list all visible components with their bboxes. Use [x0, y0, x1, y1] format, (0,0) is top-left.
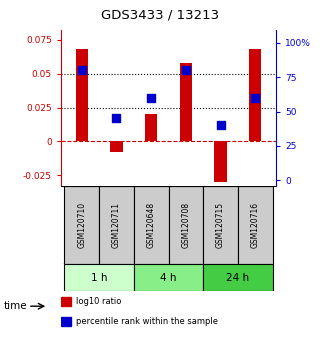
Bar — [145, 114, 157, 142]
Text: GSM120710: GSM120710 — [77, 202, 86, 249]
Text: GSM120648: GSM120648 — [147, 202, 156, 249]
Text: percentile rank within the sample: percentile rank within the sample — [76, 317, 218, 326]
Text: GSM120715: GSM120715 — [216, 202, 225, 249]
Bar — [203, 264, 273, 291]
Point — [79, 68, 84, 73]
Point — [218, 122, 223, 128]
Bar — [249, 49, 261, 142]
Bar — [65, 186, 99, 264]
Bar — [169, 186, 203, 264]
Text: 1 h: 1 h — [91, 273, 108, 283]
Text: GSM120716: GSM120716 — [251, 202, 260, 249]
Text: time: time — [3, 301, 27, 311]
Bar — [61, 297, 71, 306]
Bar — [214, 142, 227, 182]
Bar — [134, 186, 169, 264]
Text: log10 ratio: log10 ratio — [76, 297, 121, 306]
Bar — [180, 63, 192, 142]
Bar — [76, 49, 88, 142]
Text: GDS3433 / 13213: GDS3433 / 13213 — [101, 9, 220, 22]
Text: GSM120711: GSM120711 — [112, 202, 121, 249]
Bar — [61, 317, 71, 326]
Bar — [134, 264, 203, 291]
Text: GSM120708: GSM120708 — [181, 202, 190, 249]
Bar — [110, 142, 123, 152]
Bar — [238, 186, 273, 264]
Bar — [99, 186, 134, 264]
Point — [149, 95, 154, 101]
Point — [114, 116, 119, 121]
Point — [183, 68, 188, 73]
Text: 24 h: 24 h — [226, 273, 249, 283]
Text: 4 h: 4 h — [160, 273, 177, 283]
Point — [253, 95, 258, 101]
Bar — [65, 264, 134, 291]
Bar — [203, 186, 238, 264]
